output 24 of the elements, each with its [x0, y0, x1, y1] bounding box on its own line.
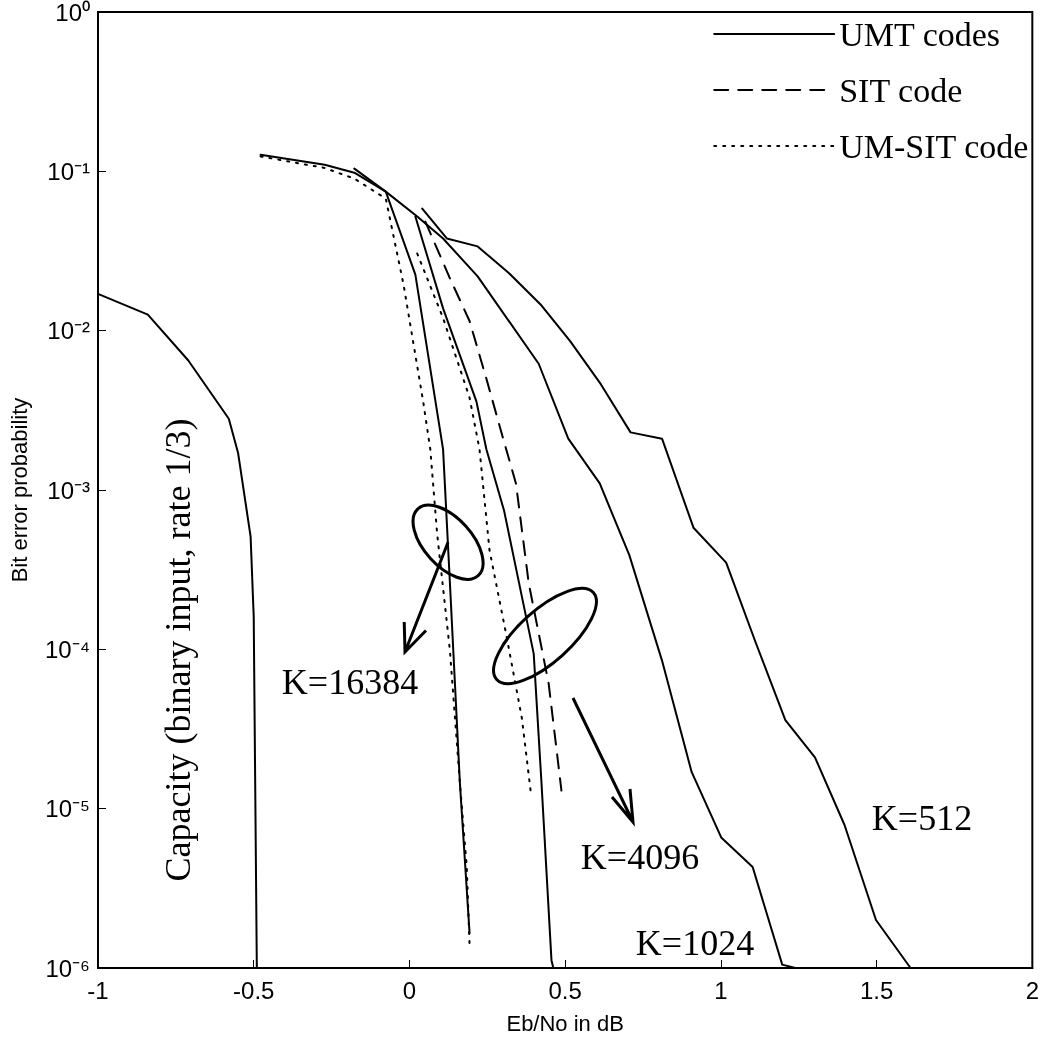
- x-axis-title: Eb/No in dB: [506, 1010, 624, 1036]
- annotation: K=16384: [281, 662, 419, 702]
- annotation: Capacity (binary input, rate 1/3): [158, 418, 198, 882]
- y-tick-label: 10⁻⁴: [44, 635, 90, 663]
- x-tick-label: 1: [714, 976, 728, 1004]
- legend-label: UMT codes: [839, 15, 1001, 53]
- y-tick-label: 10⁻⁵: [45, 795, 90, 823]
- annotation: K=1024: [635, 923, 755, 963]
- x-tick-label: -1: [87, 976, 109, 1004]
- x-tick-label: 0.5: [548, 976, 582, 1004]
- y-tick-label: 10⁻²: [47, 317, 91, 345]
- y-axis-title: Bit error probability: [6, 397, 32, 583]
- x-tick-label: 0: [402, 976, 417, 1004]
- annotation: K=4096: [580, 837, 700, 877]
- x-tick-label: -0.5: [233, 976, 275, 1004]
- legend-label: SIT code: [839, 71, 963, 109]
- y-tick-label: 10⁻³: [47, 476, 91, 504]
- x-tick-label: 1.5: [859, 976, 894, 1004]
- legend-label: UM-SIT code: [839, 127, 1029, 165]
- y-tick-label: 10⁰: [55, 0, 90, 26]
- annotation: K=512: [871, 798, 973, 838]
- y-tick-label: 10⁻⁶: [45, 954, 90, 982]
- x-tick-label: 2: [1025, 976, 1040, 1004]
- y-tick-label: 10⁻¹: [47, 157, 91, 185]
